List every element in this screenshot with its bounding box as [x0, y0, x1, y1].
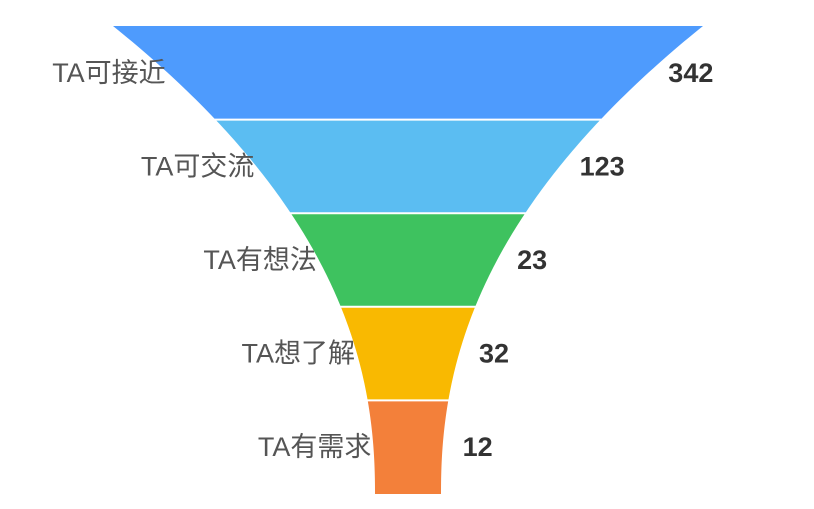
category-label-4: TA想了解	[242, 339, 356, 369]
category-label-3: TA有想法	[203, 245, 317, 275]
value-label-5: 12	[463, 432, 493, 462]
funnel-segment-1[interactable]	[113, 26, 703, 119]
funnel-segment-2[interactable]	[216, 120, 600, 213]
value-label-1: 342	[668, 58, 713, 88]
value-label-4: 32	[479, 339, 509, 369]
funnel-segment-4[interactable]	[341, 307, 475, 400]
funnel-segment-3[interactable]	[291, 214, 525, 306]
category-label-2: TA可交流	[141, 151, 255, 181]
funnel-segment-5[interactable]	[367, 401, 449, 494]
value-label-2: 123	[580, 151, 625, 181]
category-label-5: TA有需求	[258, 432, 372, 462]
category-label-1: TA可接近	[52, 58, 166, 88]
value-label-3: 23	[517, 245, 547, 275]
